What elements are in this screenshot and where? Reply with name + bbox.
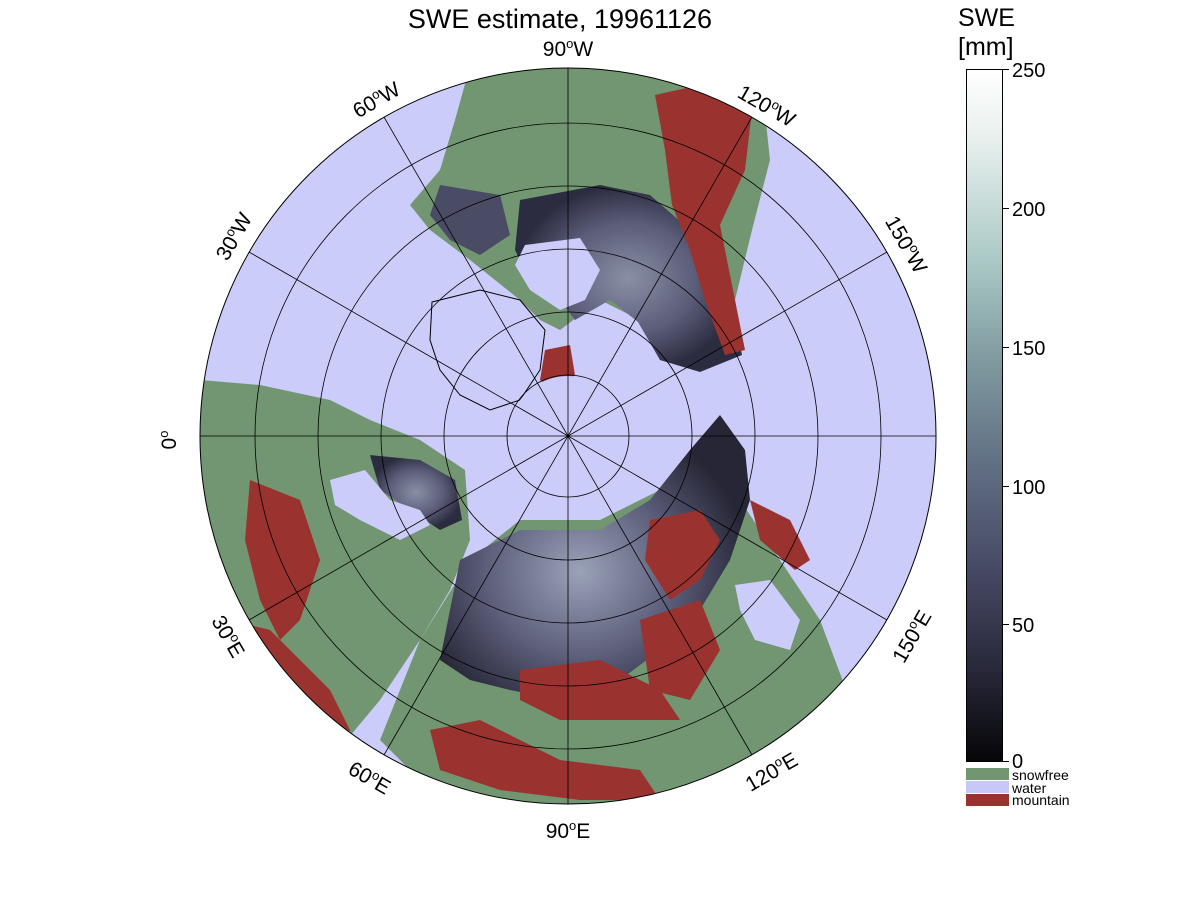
snow-canada-islands [430, 185, 510, 255]
lon-label-90e: 90oE [546, 818, 591, 843]
mountain-east-asia [640, 600, 720, 700]
category-swatch-water [966, 781, 1009, 793]
colorbar-tick-label: 50 [1012, 615, 1035, 637]
colorbar-tick [1003, 486, 1009, 487]
mountain-kamchatka [750, 500, 810, 570]
lon-label-150e: 150oE [887, 606, 937, 667]
hudson-bay [515, 238, 600, 310]
category-label-mountain: mountain [1012, 792, 1070, 808]
baltic-sea [330, 470, 430, 540]
category-label-snowfree: snowfree [1012, 767, 1069, 783]
category-label-water: water [1012, 780, 1047, 796]
map-border [199, 67, 937, 805]
colorbar-tick-label: 200 [1012, 199, 1046, 221]
lon-label-90w: 90oW [543, 36, 594, 61]
colorbar-tick [1003, 761, 1009, 762]
colorbar-tick-label: 250 [1012, 60, 1046, 82]
colorbar-tick-label: 0 [1012, 751, 1024, 773]
colorbar-tick [1003, 208, 1009, 209]
colorbar-tick [1003, 347, 1009, 348]
colorbar-title-unit: [mm] [958, 33, 1014, 61]
mountain-himalaya [430, 720, 660, 800]
lon-label-60e: 60oE [344, 756, 395, 800]
category-swatch-snowfree [966, 768, 1009, 780]
category-swatch-mountain [966, 794, 1009, 806]
lon-label-180w: 180oW [957, 405, 960, 467]
mountain-central-asia [520, 660, 680, 720]
lon-label-30e: 30oE [207, 611, 251, 662]
lon-label-0: 0o [156, 431, 181, 450]
mountain-east-siberia [645, 510, 720, 600]
colorbar-tick [1003, 69, 1009, 70]
colorbar-title: SWE [mm] [958, 4, 1015, 62]
okhotsk-sea [735, 580, 800, 650]
colorbar-tick-label: 150 [1012, 338, 1046, 360]
colorbar-title-quantity: SWE [958, 4, 1015, 32]
mountain-rockies [655, 85, 752, 355]
colorbar [966, 69, 1003, 762]
snow-scandinavia [370, 455, 462, 530]
colorbar-tick-label: 100 [1012, 477, 1046, 499]
map-title: SWE estimate, 19961126 [407, 4, 713, 34]
graticule [200, 68, 936, 804]
polar-map: 90oW 120oW 150oW 180oW 150oE 120oE 90oE … [156, 36, 960, 843]
colorbar-tick [1003, 624, 1009, 625]
